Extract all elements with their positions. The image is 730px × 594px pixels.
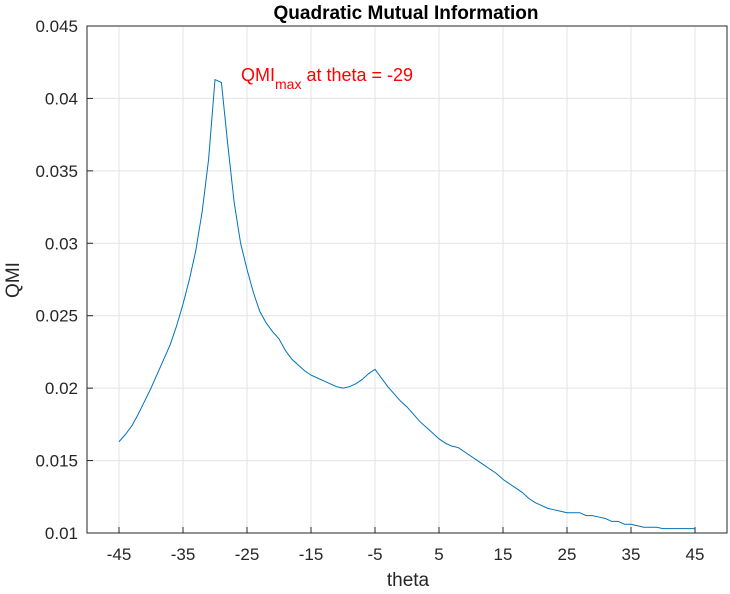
x-tick-label: -45 bbox=[107, 545, 132, 564]
x-tick-label: 25 bbox=[558, 545, 577, 564]
y-axis-label: QMI bbox=[3, 262, 24, 298]
y-tick-label: 0.02 bbox=[45, 379, 78, 398]
y-tick-label: 0.015 bbox=[35, 452, 78, 471]
y-tick-label: 0.04 bbox=[45, 89, 78, 108]
y-tick-label: 0.035 bbox=[35, 162, 78, 181]
x-tick-label: -25 bbox=[235, 545, 260, 564]
tick-marks bbox=[87, 25, 696, 534]
y-tick-labels: 0.01 0.015 0.02 0.025 0.03 0.035 0.04 0.045 bbox=[35, 17, 78, 543]
y-tick-label: 0.045 bbox=[35, 17, 78, 36]
x-tick-label: 45 bbox=[686, 545, 705, 564]
x-tick-label: -5 bbox=[367, 545, 382, 564]
chart-title: Quadratic Mutual Information bbox=[274, 3, 539, 24]
annotation-subscript: max bbox=[275, 76, 301, 92]
axes-box bbox=[86, 25, 728, 534]
x-tick-labels: -45 -35 -25 -15 -5 5 15 25 35 45 bbox=[107, 545, 705, 564]
x-tick-label: 35 bbox=[622, 545, 641, 564]
y-tick-label: 0.025 bbox=[35, 307, 78, 326]
x-tick-label: -35 bbox=[171, 545, 196, 564]
annotation-main: QMI bbox=[241, 65, 275, 85]
annotation-rest: at theta = -29 bbox=[301, 65, 413, 85]
x-axis-label: theta bbox=[387, 570, 430, 589]
y-tick-label: 0.01 bbox=[45, 524, 78, 543]
x-tick-label: 5 bbox=[434, 545, 443, 564]
grid-lines bbox=[87, 25, 727, 534]
qmi-max-annotation: QMImax at theta = -29 bbox=[241, 65, 413, 92]
x-tick-label: -15 bbox=[299, 545, 324, 564]
x-tick-label: 15 bbox=[494, 545, 513, 564]
qmi-series-line bbox=[118, 78, 695, 530]
y-tick-label: 0.03 bbox=[45, 234, 78, 253]
